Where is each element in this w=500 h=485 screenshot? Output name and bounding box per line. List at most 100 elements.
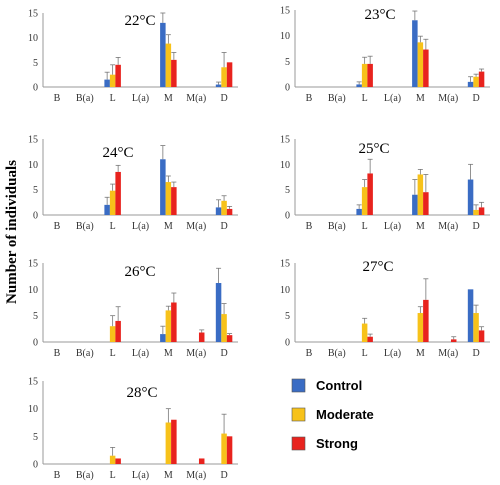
x-tick-label: B(a) xyxy=(328,93,346,104)
x-tick-label: B(a) xyxy=(76,221,94,232)
legend-label-moderate: Moderate xyxy=(316,407,374,422)
x-tick-label: L xyxy=(362,348,368,359)
y-tick-label: 5 xyxy=(33,432,38,443)
bar-strong xyxy=(115,64,121,87)
bar-strong xyxy=(171,59,177,87)
bar-moderate xyxy=(165,182,172,215)
bar-strong xyxy=(115,458,121,464)
x-tick-label: D xyxy=(220,93,227,104)
x-tick-label: B xyxy=(54,221,61,232)
chart-panel-2: 0 5 10 15 24°C B B(a) L L(a) M M(a) D xyxy=(28,135,238,232)
bar-control xyxy=(412,20,418,88)
y-tick-label: 0 xyxy=(285,211,290,222)
bar-control xyxy=(160,159,166,215)
x-tick-label: B(a) xyxy=(328,221,346,232)
y-tick-label: 0 xyxy=(33,338,38,349)
y-tick-label: 5 xyxy=(33,311,38,322)
x-tick-label: L xyxy=(362,221,368,232)
x-tick-label: L(a) xyxy=(132,470,149,481)
y-tick-label: 0 xyxy=(285,83,290,94)
legend-label-strong: Strong xyxy=(316,436,358,451)
y-tick-label: 5 xyxy=(33,58,38,69)
legend-swatch-moderate xyxy=(291,407,306,422)
bar-moderate xyxy=(221,433,227,464)
bar-moderate xyxy=(221,200,227,215)
chart-panels: 0 5 10 15 22°C B B(a) L L(a) M M(a) D 0 5 10 15 23°C B B(a… xyxy=(28,6,490,481)
x-tick-label: M xyxy=(416,348,425,359)
bar-strong xyxy=(450,339,457,342)
x-tick-label: B xyxy=(54,470,61,481)
y-tick-label: 15 xyxy=(28,259,38,270)
bar-moderate xyxy=(417,42,424,87)
legend-label-control: Control xyxy=(316,378,362,393)
x-tick-label: B xyxy=(54,93,61,104)
x-tick-label: M xyxy=(164,348,173,359)
x-tick-label: D xyxy=(220,348,227,359)
chart-panel-4: 0 5 10 15 26°C B B(a) L L(a) M M(a) D xyxy=(28,259,238,359)
x-tick-label: B xyxy=(306,93,313,104)
bar-moderate xyxy=(361,63,368,87)
bar-strong xyxy=(171,187,177,215)
bar-strong xyxy=(367,173,373,215)
x-tick-label: M(a) xyxy=(186,348,206,359)
bar-strong xyxy=(478,330,485,342)
x-tick-label: B xyxy=(306,221,313,232)
y-tick-label: 10 xyxy=(28,285,38,296)
bar-control xyxy=(356,84,362,87)
bar-strong xyxy=(478,71,485,87)
bar-control xyxy=(356,208,362,215)
panel-title: 22°C xyxy=(124,13,155,29)
panel-title: 23°C xyxy=(364,7,395,23)
bar-moderate xyxy=(473,209,479,215)
panel-title: 26°C xyxy=(124,264,155,280)
bar-control xyxy=(215,207,222,215)
chart-panel-3: 0 5 10 15 25°C B B(a) L L(a) M M(a) D xyxy=(280,135,490,232)
y-tick-label: 10 xyxy=(280,285,290,296)
x-tick-label: L(a) xyxy=(132,221,149,232)
bar-strong xyxy=(423,49,429,87)
y-tick-label: 5 xyxy=(33,185,38,196)
bar-moderate xyxy=(165,310,172,342)
legend: Control Moderate Strong xyxy=(291,378,374,451)
bar-control xyxy=(215,283,222,342)
bar-moderate xyxy=(165,422,172,464)
x-tick-label: D xyxy=(472,93,479,104)
bar-control xyxy=(104,204,110,215)
x-tick-label: D xyxy=(472,348,479,359)
bar-strong xyxy=(423,299,429,342)
x-tick-label: L xyxy=(362,93,368,104)
x-tick-label: M(a) xyxy=(186,93,206,104)
bar-moderate xyxy=(165,43,172,87)
y-tick-label: 0 xyxy=(33,83,38,94)
bar-moderate xyxy=(361,187,368,215)
x-tick-label: M(a) xyxy=(438,348,458,359)
y-tick-label: 10 xyxy=(280,31,290,42)
bar-moderate xyxy=(221,314,227,342)
x-tick-label: L xyxy=(110,221,116,232)
bar-strong xyxy=(171,302,177,342)
x-tick-label: L xyxy=(110,93,116,104)
bar-strong xyxy=(226,335,233,342)
x-tick-label: B(a) xyxy=(328,348,346,359)
y-tick-label: 15 xyxy=(280,6,290,17)
x-tick-label: L xyxy=(110,348,116,359)
x-tick-label: M(a) xyxy=(438,93,458,104)
bar-moderate xyxy=(361,323,368,342)
y-tick-label: 0 xyxy=(33,460,38,471)
x-tick-label: M xyxy=(416,93,425,104)
bar-moderate xyxy=(109,326,116,342)
bar-moderate xyxy=(109,74,116,87)
bar-moderate xyxy=(473,76,479,87)
y-tick-label: 10 xyxy=(28,404,38,415)
bar-control xyxy=(215,84,222,87)
x-tick-label: B xyxy=(54,348,61,359)
bar-control xyxy=(160,22,166,87)
x-tick-label: L(a) xyxy=(384,93,401,104)
legend-swatch-strong xyxy=(291,436,306,451)
panel-title: 25°C xyxy=(358,141,389,157)
bar-control xyxy=(467,289,474,342)
x-tick-label: D xyxy=(220,470,227,481)
bar-moderate xyxy=(109,190,116,215)
bar-control xyxy=(467,179,474,215)
